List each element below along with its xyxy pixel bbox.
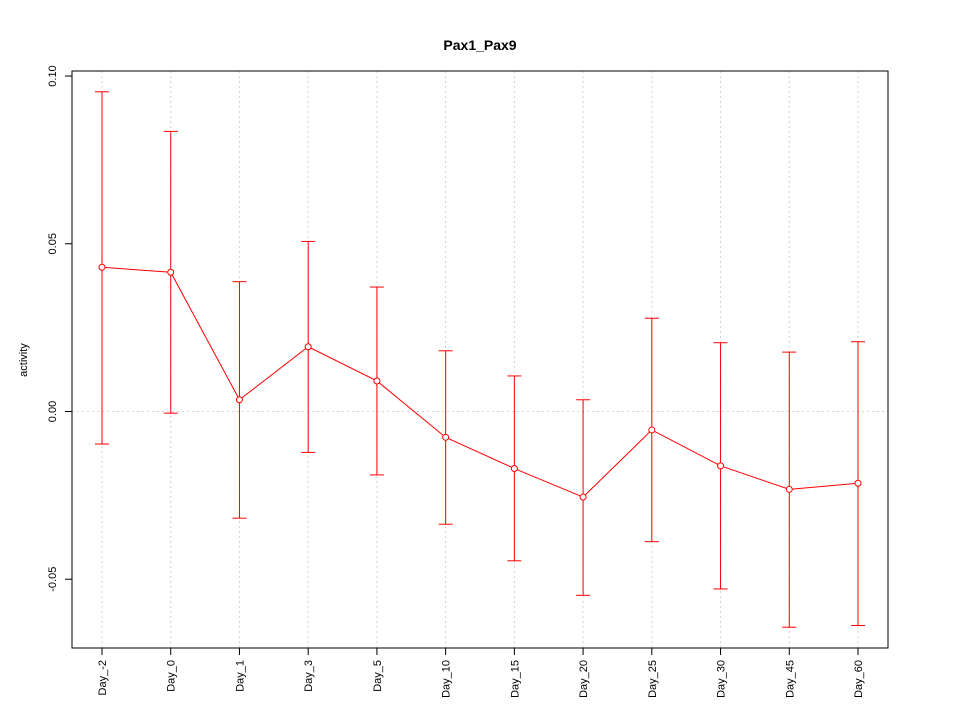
- y-tick-label: 0.00: [47, 401, 59, 422]
- data-point: [167, 268, 175, 276]
- x-tick-label: Day_3: [303, 660, 315, 692]
- data-point: [854, 479, 862, 487]
- x-tick-label: Day_10: [441, 660, 453, 698]
- data-point: [648, 426, 656, 434]
- data-point: [717, 462, 725, 470]
- x-tick-label: Day_60: [853, 660, 865, 698]
- data-point: [373, 377, 381, 385]
- x-tick-label: Day_30: [716, 660, 728, 698]
- chart-title: Pax1_Pax9: [443, 37, 516, 53]
- y-tick-label: -0.05: [47, 567, 59, 592]
- x-tick-label: Day_1: [234, 660, 246, 692]
- y-axis-label: activity: [18, 343, 30, 377]
- x-tick-label: Day_0: [166, 660, 178, 692]
- data-point: [304, 343, 312, 351]
- data-point: [785, 485, 793, 493]
- data-point: [98, 263, 106, 271]
- grid: [72, 71, 888, 648]
- data-point: [235, 396, 243, 404]
- data-point: [510, 465, 518, 473]
- x-tick-label: Day_25: [647, 660, 659, 698]
- x-tick-label: Day_15: [509, 660, 521, 698]
- data-point: [442, 433, 450, 441]
- x-tick-label: Day_-2: [97, 660, 109, 695]
- series: [95, 91, 865, 628]
- x-tick-label: Day_20: [578, 660, 590, 698]
- x-tick-label: Day_5: [372, 660, 384, 692]
- series-line: [101, 266, 859, 498]
- y-axis: -0.05 0.00 0.05 0.10: [47, 65, 73, 592]
- x-axis: Day_-2 Day_0 Day_1 Day_3 Day_5 Day_10 Day_15 Da…: [97, 647, 865, 698]
- x-tick-label: Day_45: [784, 660, 796, 698]
- y-tick-label: 0.10: [47, 65, 59, 86]
- data-point: [579, 493, 587, 501]
- y-tick-label: 0.05: [47, 233, 59, 254]
- plot-frame: [71, 70, 889, 649]
